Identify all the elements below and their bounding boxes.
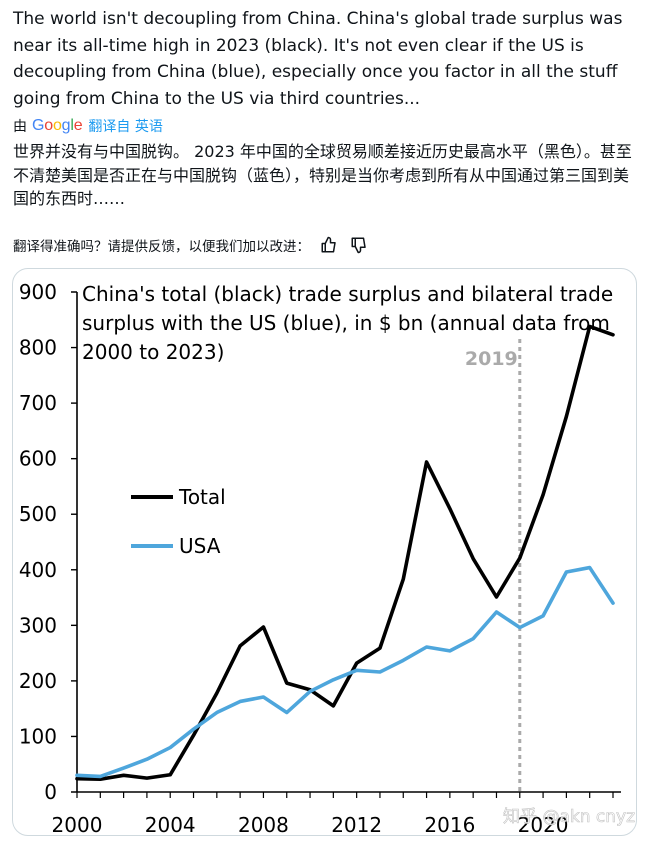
data-point-usa — [541, 614, 545, 618]
y-tick-label: 0 — [44, 780, 57, 804]
google-logo-letter: o — [44, 117, 53, 134]
legend-label-total: Total — [178, 485, 226, 509]
data-point-usa — [588, 566, 591, 569]
data-point-usa — [262, 695, 265, 699]
series-line-usa — [75, 565, 615, 779]
data-point-total — [518, 556, 521, 560]
translated-from-link[interactable]: 翻译自 英语 — [88, 119, 163, 135]
y-tick-label: 300 — [19, 613, 57, 637]
data-point-total — [169, 773, 172, 776]
y-tick-label: 400 — [19, 558, 57, 582]
data-point-usa — [332, 678, 335, 681]
data-point-total — [332, 704, 335, 708]
x-tick-label: 2020 — [518, 813, 569, 835]
google-logo-letter: G — [32, 117, 45, 134]
data-point-usa — [215, 711, 219, 714]
data-point-usa — [99, 775, 102, 778]
google-logo-letter: l — [70, 117, 74, 134]
x-tick-label: 2008 — [238, 813, 289, 835]
data-point-usa — [355, 669, 358, 672]
data-point-total — [611, 333, 615, 336]
feedback-prompt: 翻译得准确吗？请提供反馈，以便我们加以改进： — [13, 239, 310, 255]
data-point-usa — [238, 700, 242, 703]
data-point-total — [448, 507, 452, 510]
google-logo-letter: o — [52, 117, 62, 134]
chart-svg: 0 100 200 300 400 500 600 700 800 900 2000 2004 2008… — [19, 280, 636, 835]
data-point-total — [355, 661, 358, 665]
data-point-usa — [308, 690, 312, 693]
watermark: 知乎 @akn cnyz — [503, 807, 635, 827]
data-point-usa — [285, 711, 288, 714]
data-point-total — [541, 493, 545, 496]
data-point-usa — [378, 670, 382, 674]
data-point-usa — [495, 610, 498, 614]
translation-feedback: 翻译得准确吗？请提供反馈，以便我们加以改进： — [13, 232, 370, 258]
y-tick-label: 500 — [19, 502, 57, 526]
thumbs-down-icon[interactable] — [348, 234, 370, 256]
chart-title-line: China's total (black) trade surplus and … — [82, 282, 613, 306]
chart-title-line: surplus with the US (blue), in $ bn (ann… — [82, 311, 610, 335]
data-point-total — [262, 625, 265, 629]
data-point-total — [145, 776, 149, 780]
google-logo: Google — [32, 117, 83, 135]
x-tick-label: 2004 — [145, 813, 196, 835]
data-point-total — [425, 460, 428, 464]
thumbs-up-icon[interactable] — [318, 234, 340, 256]
data-point-total — [192, 734, 195, 737]
y-tick-label: 900 — [19, 280, 57, 304]
data-point-usa — [169, 746, 172, 749]
y-tick-label: 200 — [19, 669, 57, 693]
chart-image[interactable]: 0 100 200 300 400 500 600 700 800 900 2000 2004 2008… — [12, 268, 637, 836]
chart-title-line: 2000 to 2023) — [82, 340, 224, 364]
y-tick-label: 800 — [19, 336, 57, 360]
reference-line-label: 2019 — [465, 348, 518, 370]
data-point-usa — [145, 758, 149, 761]
data-point-usa — [518, 626, 521, 629]
data-point-usa — [471, 637, 475, 640]
data-point-usa — [565, 570, 568, 574]
translated-text: 世界并没有与中国脱钩。 2023 年中国的全球贸易顺差接近历史最高水平（黑色）。… — [13, 142, 632, 208]
data-point-total — [495, 595, 498, 599]
legend-label-usa: USA — [179, 534, 221, 558]
x-tick-label: 2012 — [331, 813, 382, 835]
data-point-total — [75, 777, 79, 780]
data-point-total — [122, 774, 125, 777]
data-point-usa — [122, 766, 125, 770]
data-point-usa — [402, 659, 405, 662]
google-logo-letter: e — [73, 117, 83, 134]
data-point-total — [588, 325, 591, 328]
series-line-total — [75, 324, 615, 782]
data-point-total — [378, 646, 382, 650]
google-logo-letter: g — [61, 117, 71, 134]
translated-by-label: 由 — [13, 119, 27, 135]
data-point-total — [238, 644, 242, 648]
data-point-total — [402, 578, 405, 581]
x-tick-label: 2016 — [424, 813, 475, 835]
data-point-usa — [611, 601, 615, 605]
data-point-total — [285, 681, 288, 685]
data-point-usa — [425, 645, 428, 649]
y-tick-label: 600 — [19, 447, 57, 471]
data-point-usa — [448, 649, 452, 653]
translated-by-row: 由 Google 翻译自 英语 — [13, 115, 163, 137]
data-point-total — [565, 415, 568, 418]
data-point-usa — [75, 774, 79, 777]
y-tick-label: 700 — [19, 391, 57, 415]
data-point-total — [99, 778, 102, 781]
tweet-text: The world isn't decoupling from China. C… — [13, 9, 623, 109]
data-point-usa — [192, 728, 195, 731]
data-point-total — [215, 691, 219, 695]
y-tick-label: 100 — [19, 724, 57, 748]
data-point-total — [471, 557, 475, 560]
x-tick-label: 2000 — [52, 813, 103, 835]
